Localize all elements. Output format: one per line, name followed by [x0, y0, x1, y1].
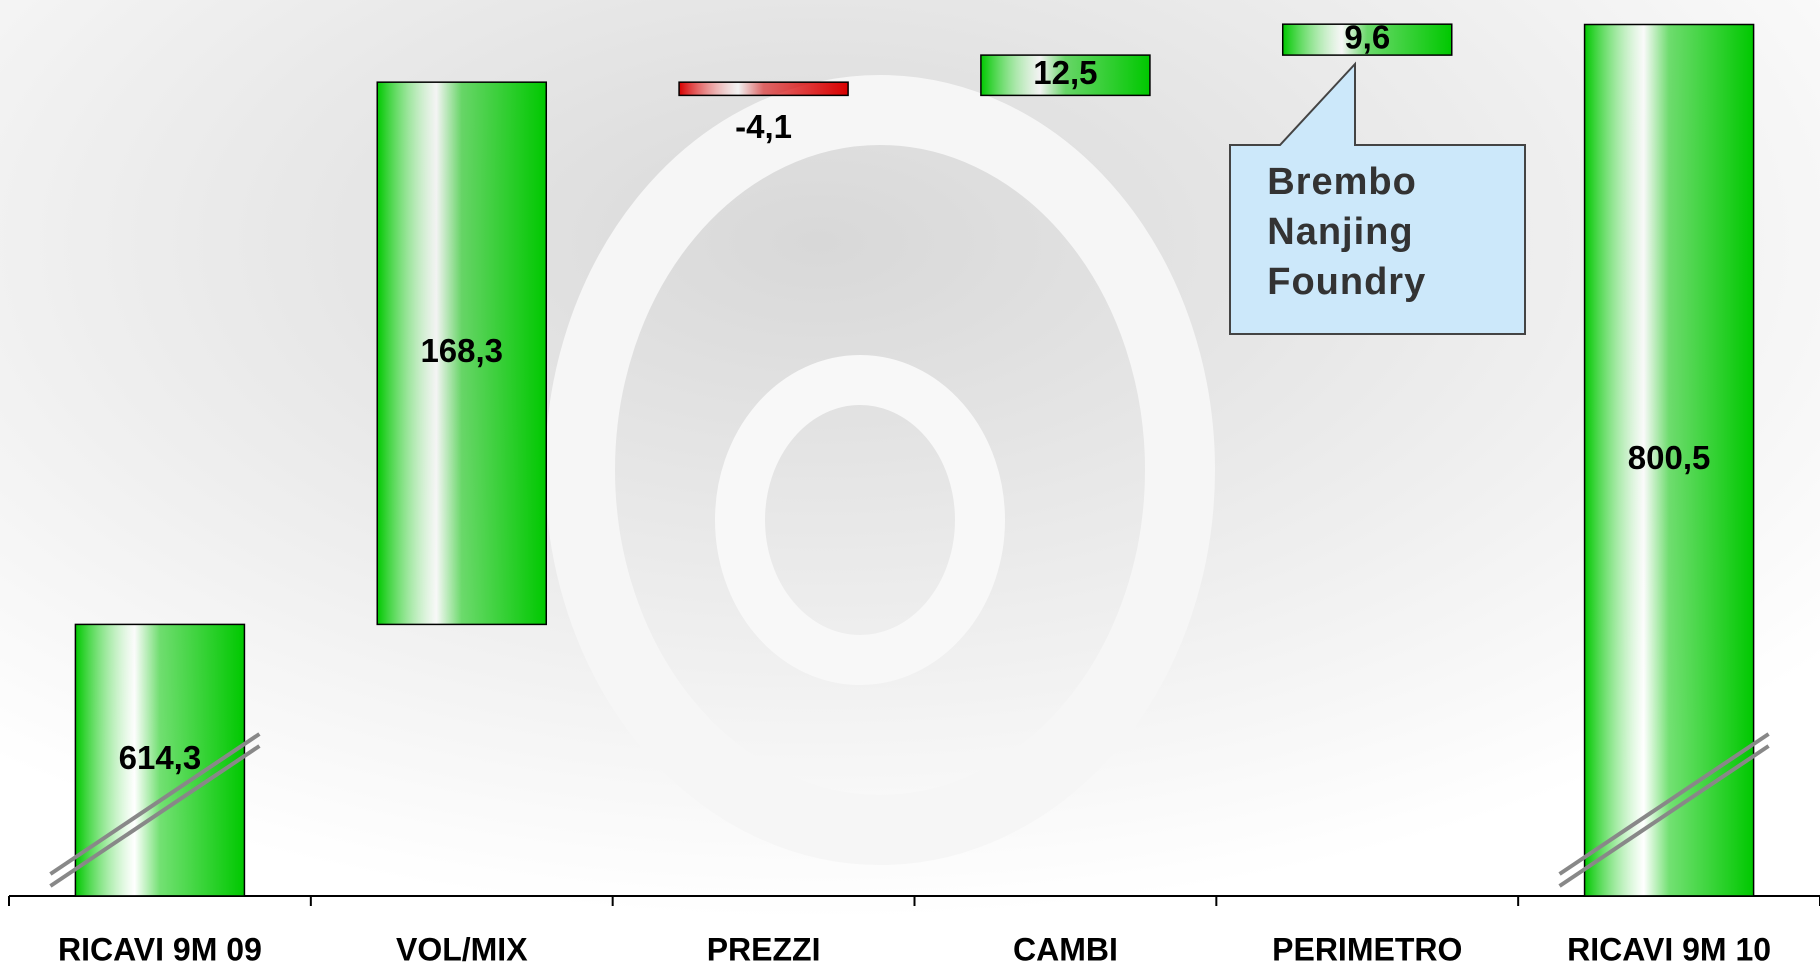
bar	[1281, 23, 1453, 56]
background-logo	[545, 75, 1215, 865]
data-label: -4,1	[735, 108, 792, 145]
x-tick-label: PERIMETRO	[1272, 931, 1462, 967]
annotation: Nanjing	[1267, 211, 1413, 253]
data-label: 12,5	[1033, 54, 1097, 91]
bar	[678, 81, 849, 97]
data-label: 168,3	[420, 332, 503, 369]
x-tick-label: RICAVI 9M 10	[1567, 931, 1771, 967]
annotation: Brembo	[1267, 161, 1417, 203]
data-label: 800,5	[1628, 439, 1711, 476]
x-tick-label: PREZZI	[707, 931, 821, 967]
background-logo	[715, 355, 1005, 685]
data-label: 614,3	[119, 739, 202, 776]
axis-break	[49, 732, 261, 876]
callout	[1229, 61, 1526, 335]
axis-break	[49, 744, 261, 888]
bar	[376, 81, 548, 626]
x-tick-label: VOL/MIX	[396, 931, 528, 967]
x-tick-label: RICAVI 9M 09	[58, 931, 262, 967]
axis-break	[1558, 732, 1770, 876]
data-label: 9,6	[1344, 18, 1390, 55]
annotation: Foundry	[1267, 261, 1426, 303]
bar	[1583, 23, 1755, 897]
bar	[980, 54, 1151, 97]
axis-break	[1558, 744, 1770, 888]
x-tick-label: CAMBI	[1013, 931, 1118, 967]
